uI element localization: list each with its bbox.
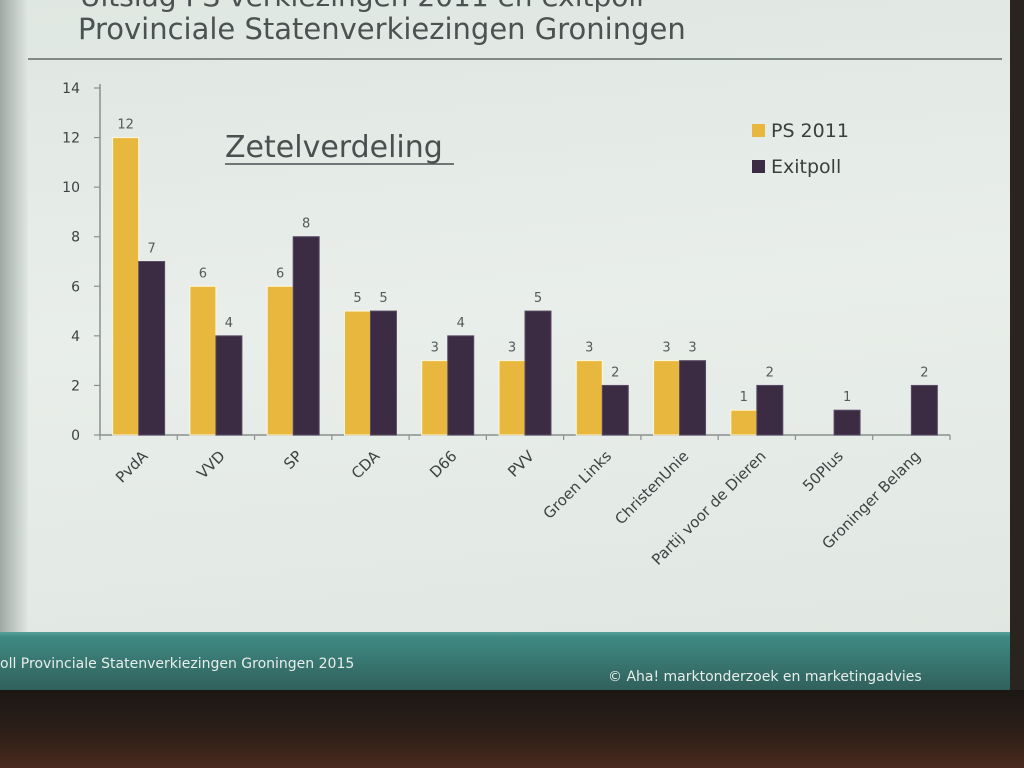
y-tick-label: 4 [71,329,80,345]
chart-bars [112,137,938,436]
bar-exitpoll [292,236,320,436]
title-area: Uitslag PS verkiezingen 2011 en exitpoll… [0,0,1010,60]
y-tick-label: 6 [71,279,80,295]
bar-value-label: 3 [431,341,439,356]
slide: Uitslag PS verkiezingen 2011 en exitpoll… [0,0,1010,690]
category-label: VVD [193,447,228,482]
y-tick-label: 0 [71,428,80,444]
bar-value-label: 12 [117,118,134,133]
bar-value-label: 4 [457,316,465,331]
bar-exitpoll [447,335,475,436]
bar-ps2011 [112,137,140,436]
y-axis-ticks: 0 2 4 6 8 10 12 14 [62,81,100,444]
slide-title-top: Uitslag PS verkiezingen 2011 en exitpoll [80,0,644,13]
category-label: D66 [426,447,460,481]
bar-exitpoll [369,310,397,436]
y-tick-label: 8 [71,230,80,246]
category-label: ChristenUnie [611,447,692,528]
bar-ps2011 [421,360,449,436]
bar-exitpoll [833,409,861,436]
bar-ps2011 [189,285,217,436]
bar-value-label: 5 [353,291,361,306]
bar-ps2011 [653,360,681,436]
category-label: PvdA [112,447,152,487]
title-divider [28,58,1002,60]
bar-value-label: 2 [920,365,928,380]
bar-value-label: 1 [843,390,851,405]
room-background [0,690,1024,768]
bar-value-label: 3 [662,341,670,356]
category-label: SP [280,447,306,473]
bar-exitpoll [601,384,629,436]
bar-ps2011 [266,285,294,436]
bar-value-label: 1 [740,390,748,405]
category-labels: PvdA VVD SP CDA D66 PVV Groen LinksChristenUni… [112,447,924,569]
bar-ps2011 [343,310,371,436]
category-label: CDA [348,447,384,483]
legend-swatch [752,160,765,173]
bar-exitpoll [756,384,784,436]
bar-value-label: 2 [611,365,619,380]
y-tick-label: 14 [62,81,80,97]
y-tick-label: 10 [62,180,80,196]
bar-exitpoll [910,384,938,436]
y-tick-label: 2 [71,378,80,394]
bar-ps2011 [730,409,758,436]
bar-exitpoll [215,335,243,436]
legend-label: Exitpoll [771,156,841,178]
chart-legend: PS 2011 Exitpoll [752,120,849,178]
bar-value-label: 3 [688,341,696,356]
footer-copyright: © Aha! marktonderzoek en marketingadvies [608,669,922,685]
bar-value-label: 7 [147,242,155,257]
bar-exitpoll [138,261,166,436]
bar-value-label: 2 [766,365,774,380]
chart-title: Zetelverdeling [225,130,443,165]
bar-value-label: 6 [276,266,284,281]
bar-exitpoll [524,310,552,436]
slide-title: Provinciale Statenverkiezingen Groningen [78,12,686,46]
bar-exitpoll [679,360,707,436]
bar-value-label: 3 [585,341,593,356]
legend-label: PS 2011 [771,120,849,142]
footer-bar: oll Provinciale Statenverkiezingen Groni… [0,632,1010,690]
bar-ps2011 [575,360,603,436]
footer-left-text: oll Provinciale Statenverkiezingen Groni… [0,656,355,672]
legend-swatch [752,124,765,137]
bar-value-label: 8 [302,217,310,232]
bar-ps2011 [498,360,526,436]
y-tick-label: 12 [62,131,80,147]
category-label: Groen Links [540,447,616,523]
bar-value-label: 5 [534,291,542,306]
category-label: PVV [504,447,538,481]
bar-value-label: 3 [508,341,516,356]
bar-value-label: 4 [225,316,233,331]
slide-edge-shade [0,0,28,690]
bar-value-label: 6 [199,266,207,281]
category-label: 50Plus [799,447,847,495]
bar-value-label: 5 [379,291,387,306]
